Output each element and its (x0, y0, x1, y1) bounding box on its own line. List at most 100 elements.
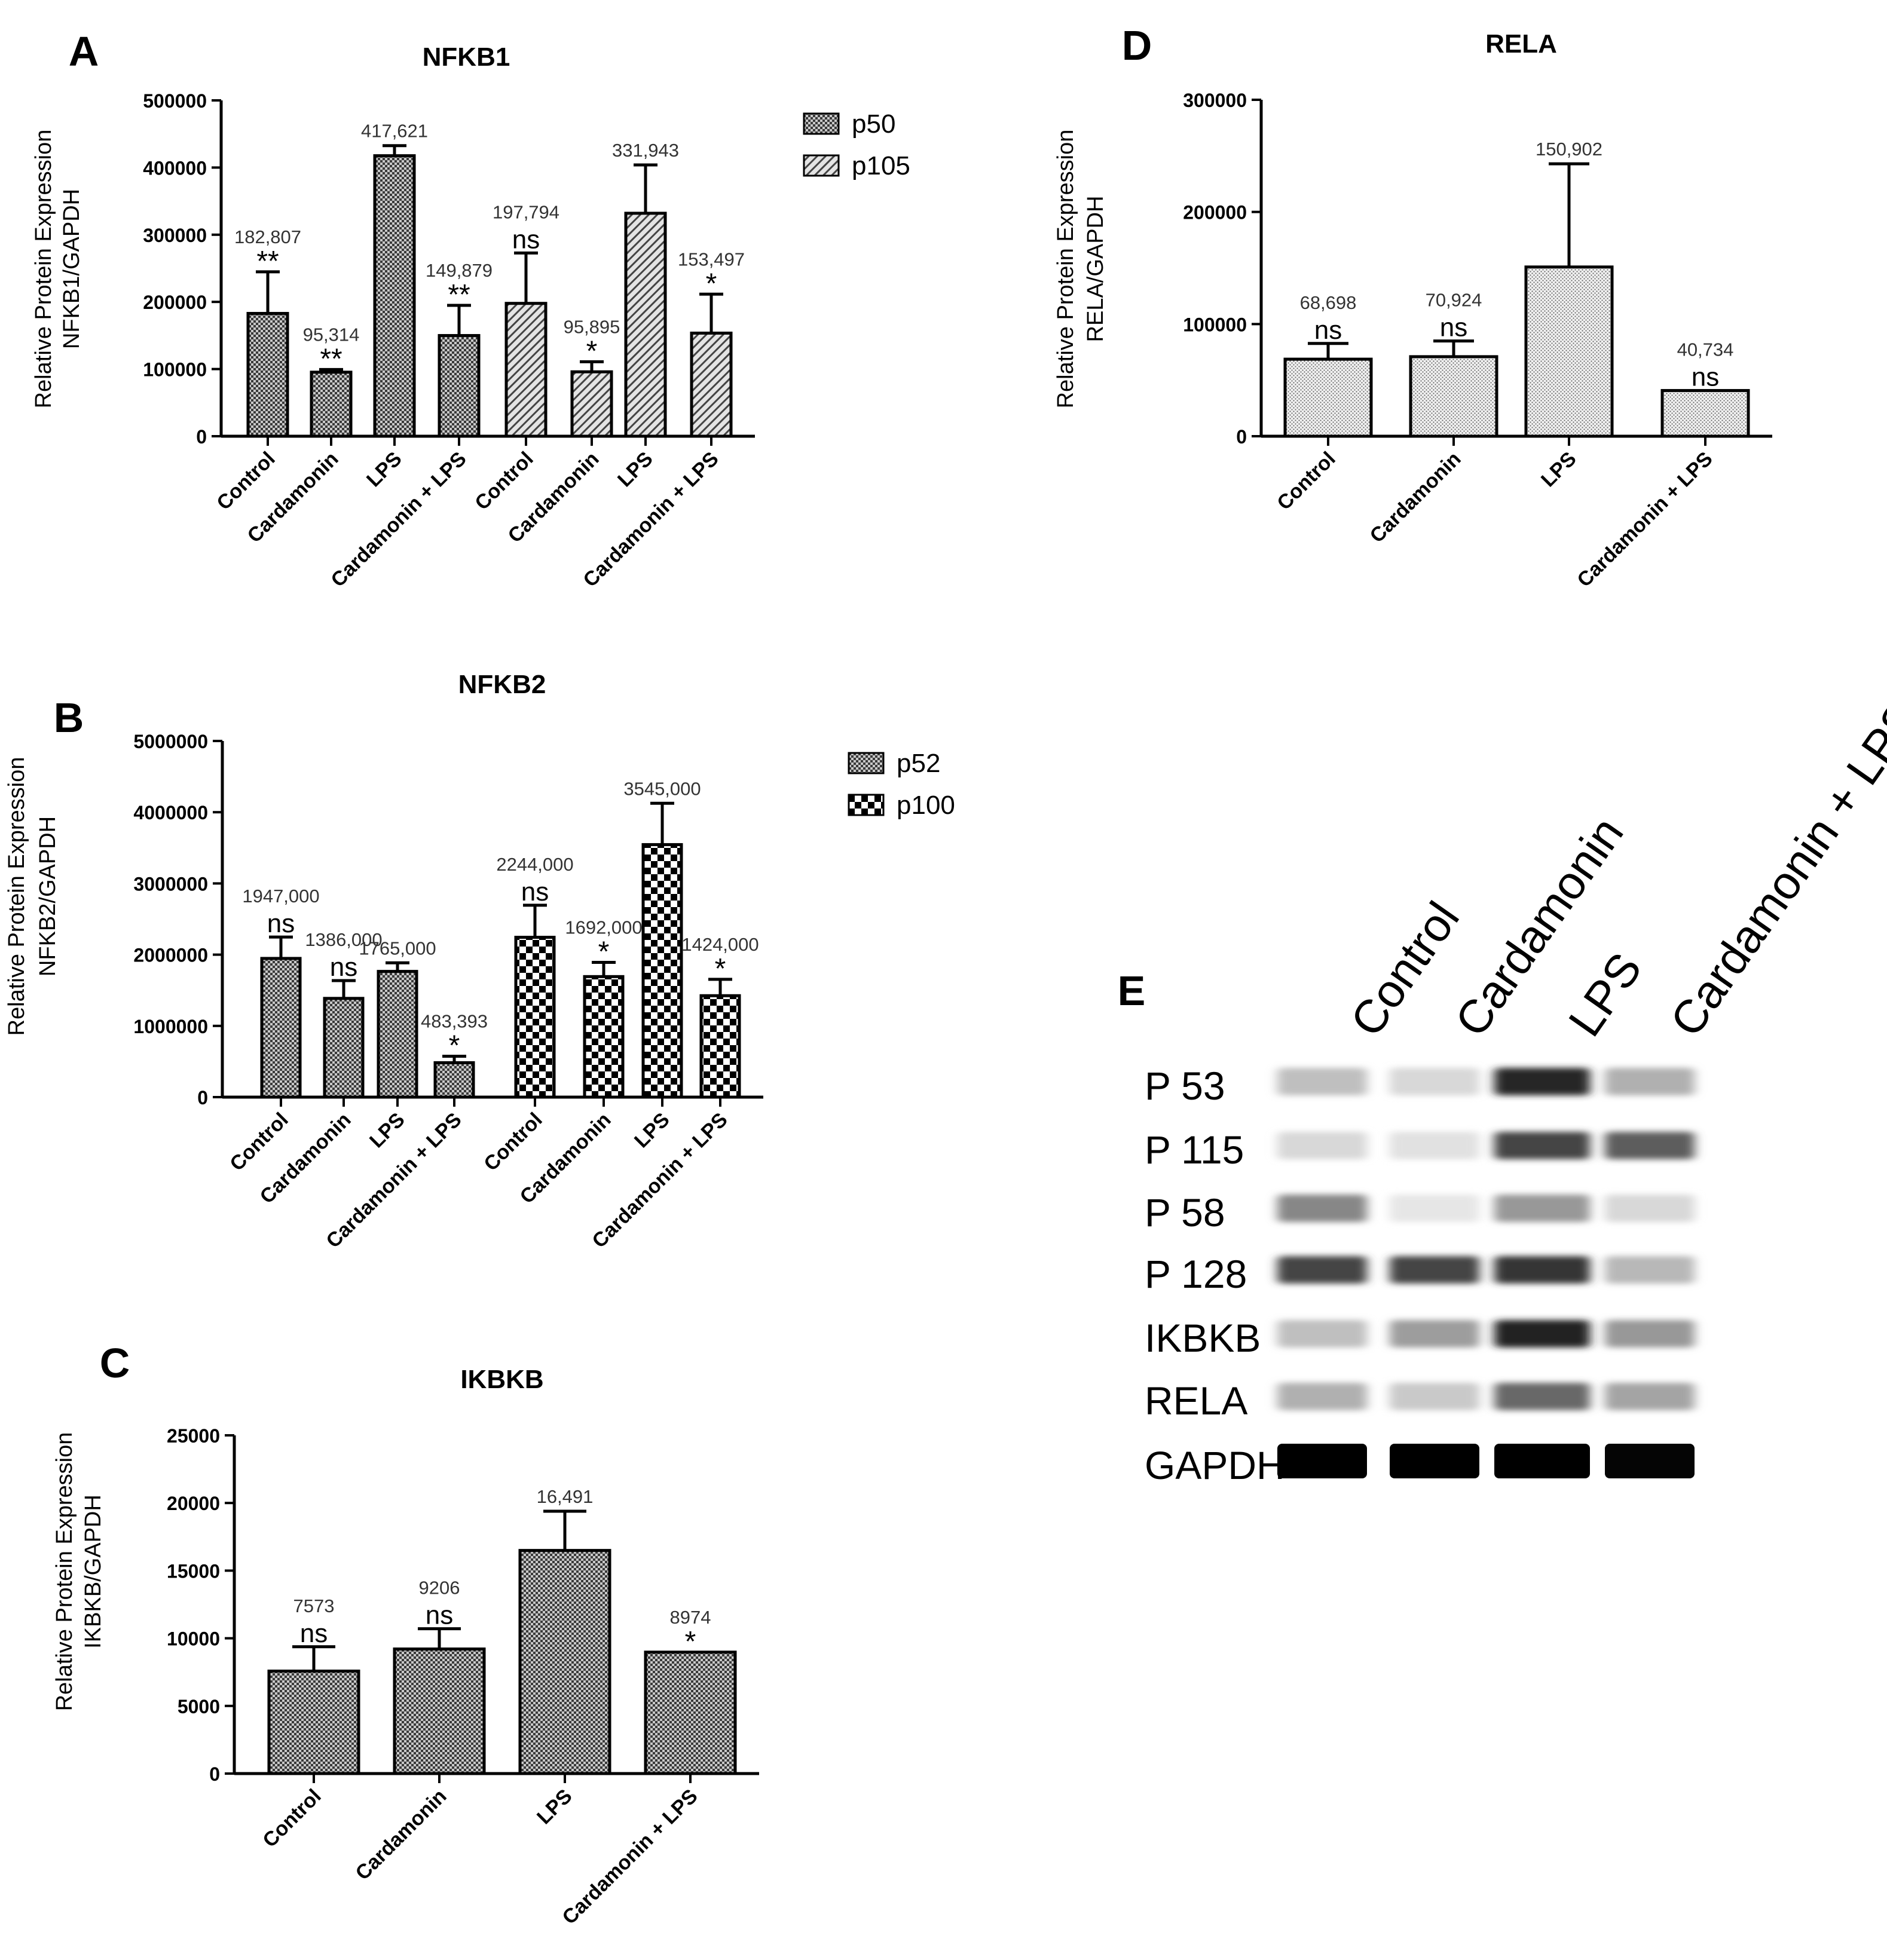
blot-band (1605, 1195, 1695, 1222)
y-axis-label: NFKB1/GAPDH (59, 189, 84, 349)
significance-label: * (586, 335, 598, 367)
data-label: 182,807 (234, 226, 301, 247)
blot-band (1605, 1256, 1695, 1284)
data-label: 483,393 (421, 1011, 488, 1032)
bar (373, 154, 416, 438)
bar (1283, 357, 1373, 438)
blot-row-label: GAPDH (1145, 1443, 1285, 1487)
bar (624, 212, 667, 438)
data-label: 149,879 (426, 260, 493, 281)
bar (323, 997, 365, 1099)
y-tick-label: 0 (1236, 426, 1247, 448)
legend-entry: p105 (852, 151, 910, 180)
x-tick-label: Cardamonin (351, 1785, 451, 1885)
blot-row-label: P 128 (1145, 1252, 1247, 1296)
data-label: 70,924 (1426, 290, 1482, 311)
data-label: 8974 (670, 1607, 711, 1628)
blot-band (1390, 1320, 1479, 1348)
blot-band (1277, 1195, 1367, 1222)
significance-label: * (706, 268, 717, 299)
x-tick-label: Control (470, 448, 537, 514)
bar (504, 302, 548, 438)
blot-row-label: IKBKB (1145, 1316, 1261, 1360)
blot-band (1605, 1383, 1695, 1410)
chart-title: NFKB2 (458, 670, 546, 699)
data-label: 3545,000 (623, 778, 701, 799)
y-axis-label: Relative Protein Expression (31, 130, 56, 409)
x-tick-label: LPS (365, 1108, 409, 1153)
bar (570, 370, 613, 438)
blot-band (1277, 1132, 1367, 1159)
bar (641, 843, 683, 1099)
bar (260, 957, 302, 1099)
blot-band (1494, 1195, 1590, 1222)
y-tick-label: 5000 (178, 1696, 220, 1717)
y-tick-label: 25000 (167, 1425, 220, 1447)
blot-band (1277, 1444, 1367, 1478)
data-label: 95,895 (564, 316, 620, 337)
bar (1409, 355, 1498, 438)
significance-label: * (715, 953, 726, 985)
y-tick-label: 3000000 (133, 873, 208, 895)
significance-label: ** (320, 343, 342, 375)
data-label: 331,943 (612, 140, 679, 161)
significance-label: ** (256, 246, 279, 277)
chart-panel-c: C IKBKB Relative Protein Expression IKBKB/G… (52, 1340, 759, 1929)
blot-band (1494, 1068, 1590, 1095)
data-label: 1386,000 (305, 929, 382, 950)
y-axis-label: Relative Protein Expression (1053, 130, 1078, 409)
y-tick-label: 300000 (1183, 90, 1247, 111)
y-tick-label: 300000 (143, 225, 207, 246)
blot-band (1605, 1132, 1695, 1159)
bar (699, 994, 741, 1099)
x-tick-label: Control (479, 1108, 546, 1175)
blot-band (1494, 1383, 1590, 1410)
chart-title: IKBKB (460, 1365, 543, 1394)
data-label: 417,621 (361, 121, 428, 142)
chart-panel-d: D RELA Relative Protein Expression RELA/GAP… (1053, 22, 1772, 592)
data-label: 1692,000 (565, 917, 642, 938)
data-label: 1765,000 (359, 938, 436, 958)
y-tick-label: 5000000 (133, 731, 208, 752)
blot-band (1494, 1256, 1590, 1284)
significance-label: * (449, 1030, 460, 1062)
chart-title: NFKB1 (423, 42, 510, 72)
lane-header: LPS (1558, 944, 1652, 1046)
y-tick-label: 100000 (1183, 314, 1247, 335)
data-label: 40,734 (1677, 339, 1734, 360)
legend-swatch (803, 154, 840, 177)
blot-band (1277, 1068, 1367, 1095)
bar (377, 970, 418, 1099)
data-label: 150,902 (1536, 139, 1602, 160)
blot-band (1390, 1256, 1479, 1284)
x-tick-label: LPS (613, 448, 657, 492)
bar (514, 936, 556, 1099)
chart-title: RELA (1485, 29, 1557, 59)
bar (1660, 389, 1750, 438)
significance-label: ns (267, 909, 295, 938)
blot-band (1390, 1068, 1479, 1095)
significance-label: ns (1692, 363, 1719, 392)
x-tick-label: Cardamonin + LPS (558, 1785, 702, 1929)
legend-entry: p100 (897, 791, 955, 820)
y-axis-label: NFKB2/GAPDH (35, 816, 60, 976)
significance-label: ns (426, 1601, 453, 1630)
data-label: 68,698 (1300, 292, 1357, 313)
data-label: 2244,000 (496, 854, 573, 875)
y-tick-label: 0 (209, 1763, 220, 1785)
blot-row-label: P 53 (1145, 1064, 1225, 1108)
significance-label: ** (448, 279, 470, 311)
lane-header: Control (1340, 892, 1469, 1045)
bar (690, 331, 733, 438)
blot-row-label: RELA (1145, 1379, 1247, 1423)
x-tick-label: Control (1273, 448, 1339, 514)
x-tick-label: Cardamonin + LPS (1573, 448, 1717, 592)
significance-label: ns (330, 953, 357, 982)
blot-band (1390, 1383, 1479, 1410)
y-tick-label: 2000000 (133, 945, 208, 966)
data-label: 197,794 (493, 201, 559, 222)
x-tick-label: LPS (630, 1108, 674, 1153)
data-label: 153,497 (678, 249, 745, 270)
